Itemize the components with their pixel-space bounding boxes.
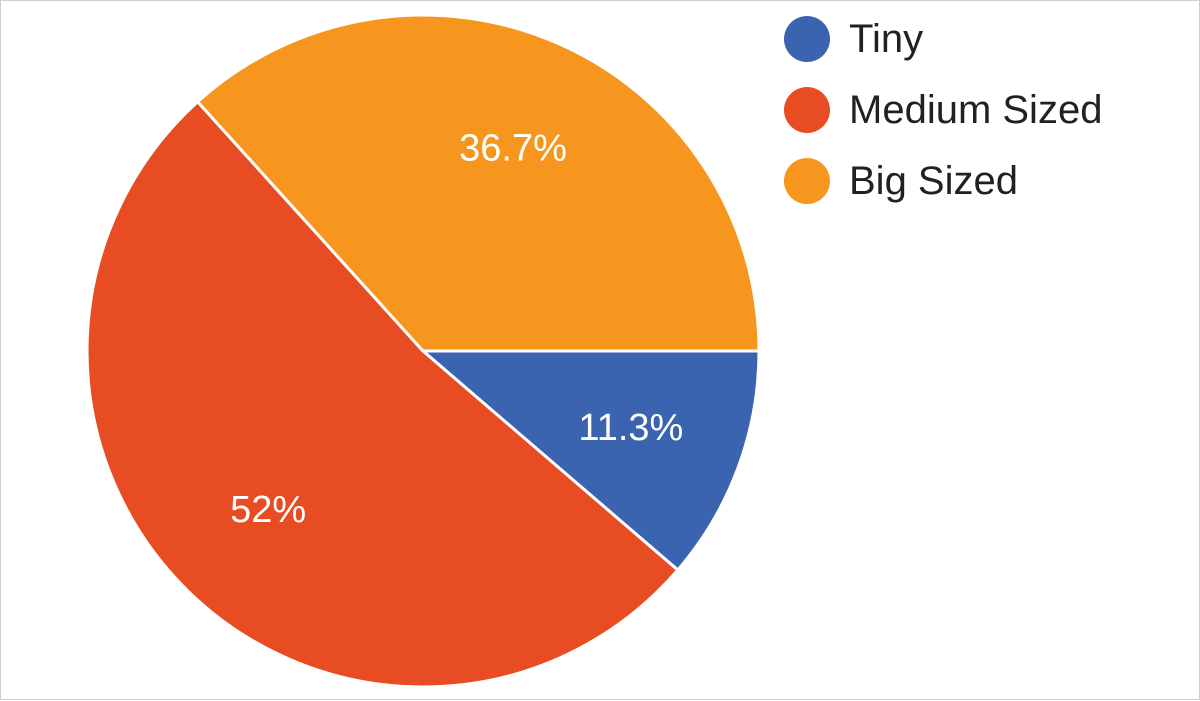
- legend-item-medium-sized[interactable]: Medium Sized: [784, 87, 1102, 133]
- pie-slice-medium-sized[interactable]: [85, 99, 680, 689]
- legend-label: Tiny: [849, 17, 923, 61]
- legend-item-tiny[interactable]: Tiny: [784, 16, 923, 62]
- pie-slice-big-sized[interactable]: [195, 13, 761, 353]
- pie-slices: [85, 13, 761, 689]
- legend-swatch: [784, 158, 830, 204]
- legend-swatch: [784, 16, 830, 62]
- slice-label-big-sized: 36.7%: [459, 127, 567, 169]
- legend-item-big-sized[interactable]: Big Sized: [784, 158, 1018, 204]
- chart-legend: Tiny Medium Sized Big Sized: [784, 16, 1102, 204]
- pie-slice-tiny[interactable]: [418, 349, 761, 573]
- legend-label: Big Sized: [849, 159, 1018, 203]
- legend-swatch: [784, 87, 830, 133]
- slice-label-tiny: 11.3%: [578, 407, 683, 449]
- pie-slice-labels: 11.3% 52% 36.7%: [230, 127, 683, 531]
- legend-label: Medium Sized: [849, 88, 1102, 132]
- slice-label-medium-sized: 52%: [230, 489, 306, 531]
